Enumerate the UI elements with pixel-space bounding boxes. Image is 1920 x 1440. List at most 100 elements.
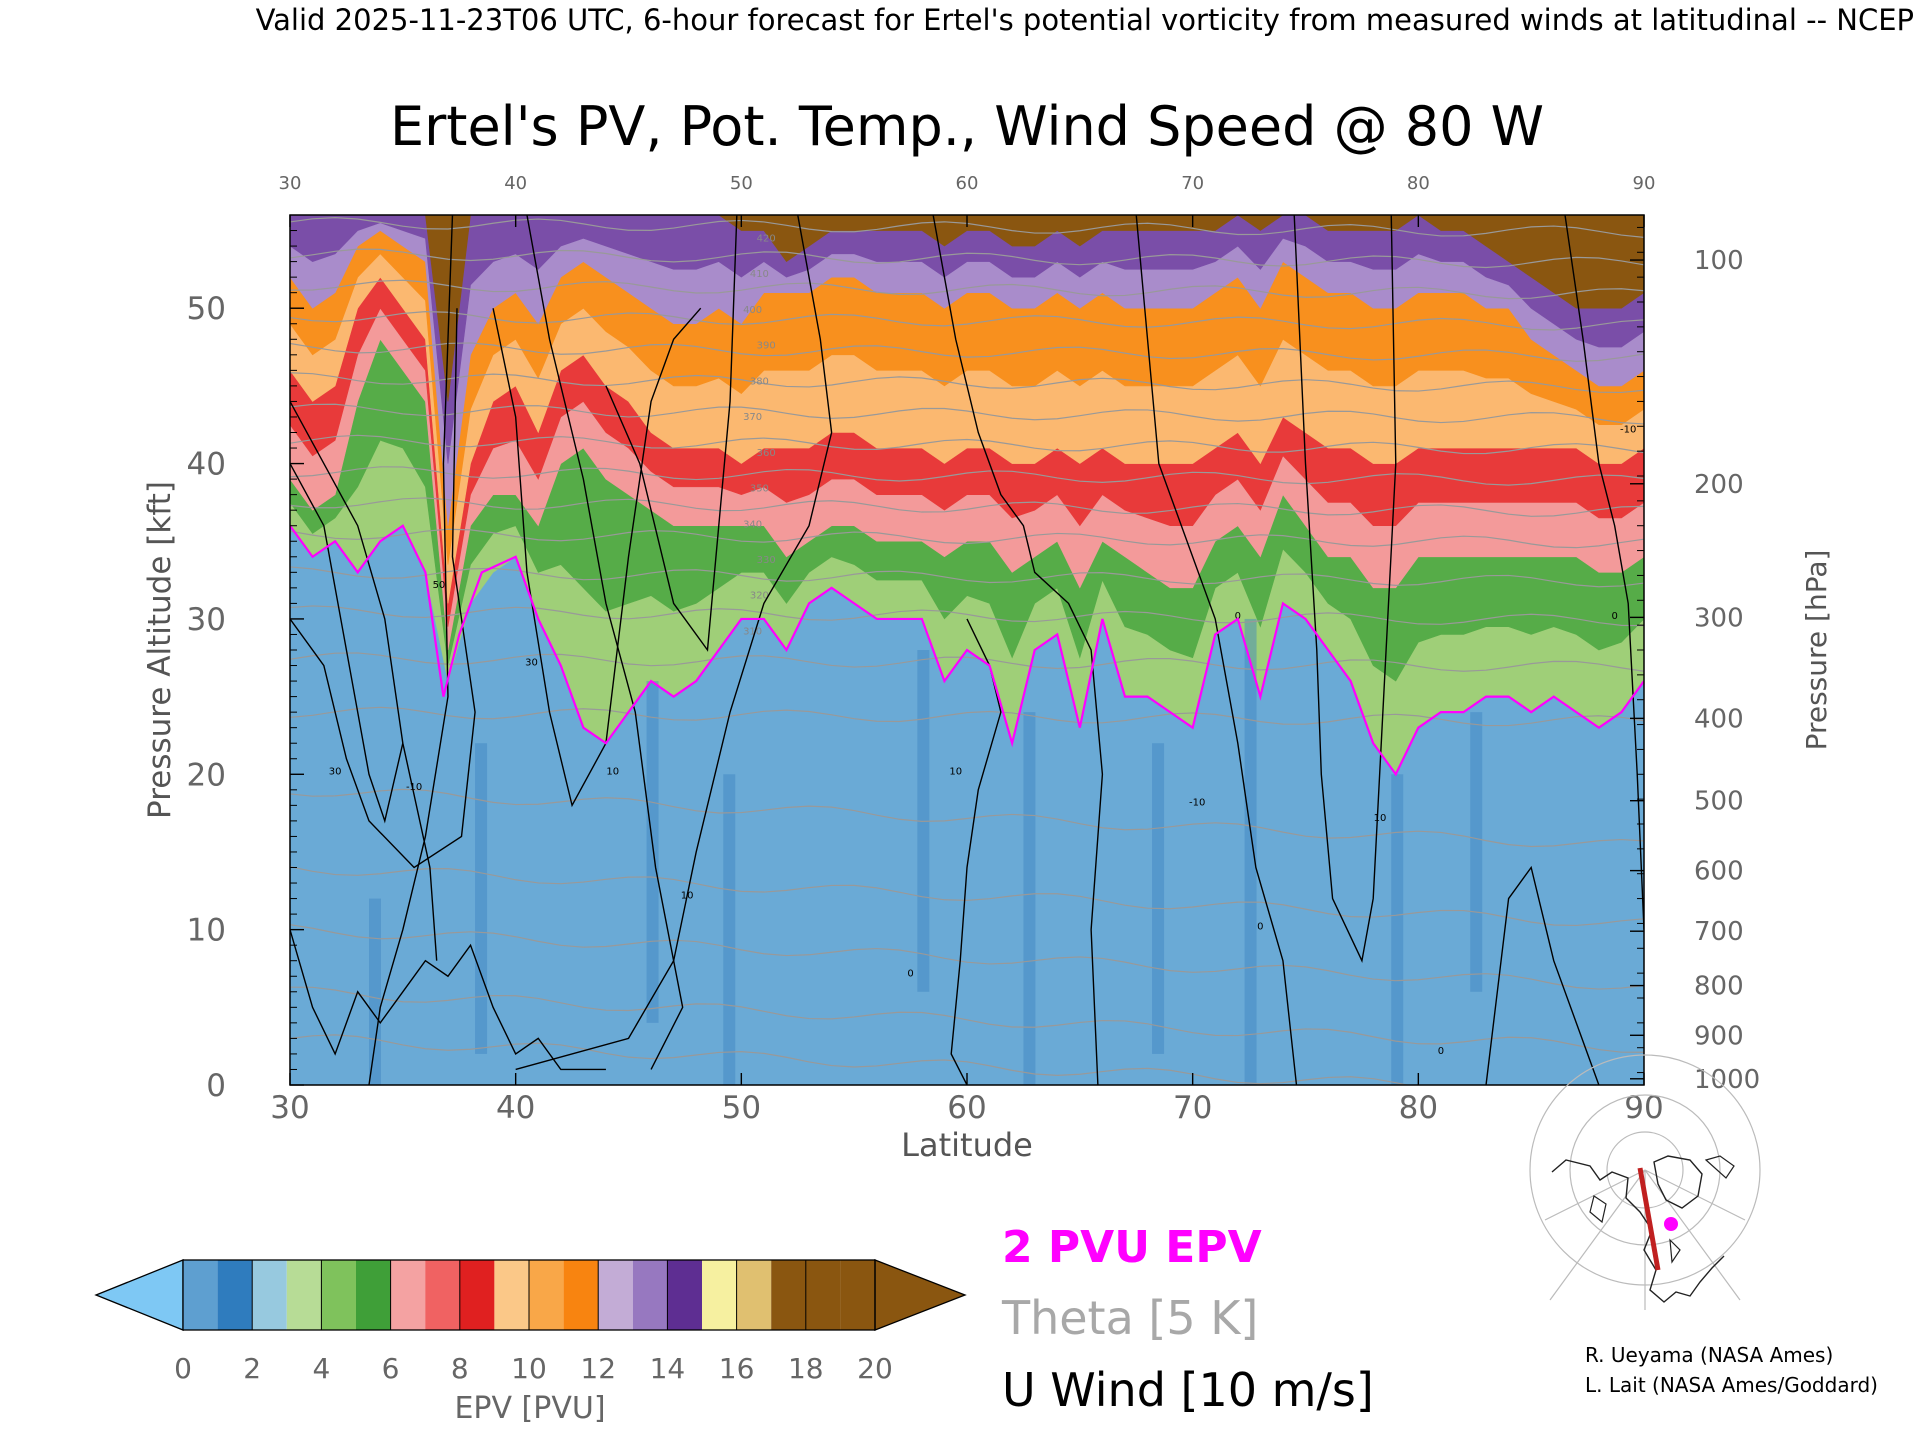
theta-label-2: 330: [757, 555, 776, 566]
theta-contour-16: [290, 311, 1644, 331]
colorbar-seg-4-a: [459, 1260, 495, 1330]
colorbar-seg-9-a: [805, 1260, 841, 1330]
colorbar-seg-2-a: [321, 1260, 356, 1330]
colorbar-seg-8-a: [736, 1260, 772, 1330]
colorbar-seg-7-b: [702, 1260, 737, 1330]
x-tick-label-2: 50: [722, 1090, 761, 1126]
location-inset-map: [1529, 1054, 1761, 1310]
x-axis-label: Latitude: [901, 1126, 1033, 1164]
colorbar-label: EPV [PVU]: [454, 1391, 605, 1426]
colorbar-seg-0-a: [183, 1260, 218, 1330]
u-wind-contour-11: [1135, 215, 1298, 1085]
theta-contour-15: [290, 342, 1644, 362]
theta-contour-9: [290, 528, 1644, 549]
x-top-tick-label-2: 50: [730, 173, 753, 194]
pv-streak-2: [646, 681, 659, 1023]
colorbar-seg-5-a: [529, 1260, 564, 1330]
u-wind-label-3: 10: [606, 766, 619, 777]
pv-streak-9: [1470, 712, 1483, 992]
theta-label-9: 400: [743, 305, 762, 316]
credit-1: R. Ueyama (NASA Ames): [1585, 1343, 1833, 1367]
theta-label-0: 310: [743, 626, 762, 637]
pv-streak-0: [368, 898, 381, 1085]
colorbar-tick-10: 20: [857, 1352, 893, 1385]
pv-streak-8: [1391, 774, 1404, 1085]
credit-2: L. Lait (NASA Ames/Goddard): [1585, 1373, 1878, 1397]
legend-uwind: U Wind [10 m/s]: [1002, 1363, 1374, 1417]
theta-label-7: 380: [750, 376, 769, 387]
x-top-tick-label-4: 70: [1181, 173, 1204, 194]
colorbar-tick-9: 18: [788, 1352, 824, 1385]
u-wind-label-6: 10: [949, 766, 962, 777]
colorbar-frame: [182, 1259, 876, 1331]
u-wind-contour-0: [290, 401, 438, 961]
pv2-contour-line: [290, 524, 1644, 777]
u-wind-label-7: 0: [907, 968, 913, 979]
theta-contour-7: [290, 605, 1644, 627]
colorbar-seg-3-a: [390, 1260, 426, 1330]
u-wind-contour-13: [1485, 865, 1600, 1085]
pressure-tick-label-8: 900: [1694, 1021, 1744, 1051]
u-wind-label-8: 0: [1235, 611, 1241, 622]
pv-streak-7: [1244, 618, 1257, 1085]
colorbar-tick-7: 14: [650, 1352, 686, 1385]
plot-area: 310 320 330 340 350 360 370 380 390 400 410 420 -10…: [290, 215, 1644, 1085]
y-axis-right-label: Pressure [hPa]: [1800, 550, 1833, 751]
pv-band-9: [290, 215, 1644, 402]
u-wind-contour-4: [368, 215, 454, 1085]
u-wind-contour-7: [605, 215, 738, 652]
x-top-tick-label-1: 40: [504, 173, 527, 194]
theta-contour-11: [290, 466, 1644, 486]
colorbar-tick-6: 12: [580, 1352, 616, 1385]
theta-label-10: 410: [750, 269, 769, 280]
u-wind-contour-9: [932, 215, 1104, 1085]
y-tick-label-5: 50: [187, 291, 226, 327]
u-wind-label-10: 10: [1374, 813, 1387, 824]
pv-streak-1: [475, 743, 488, 1054]
x-tick-label-3: 60: [947, 1090, 986, 1126]
theta-label-11: 420: [757, 233, 776, 244]
theta-contour-0: [290, 1034, 1559, 1085]
u-wind-label-11: 0: [1438, 1046, 1444, 1057]
theta-contour-12: [290, 434, 1644, 455]
x-tick-label-4: 70: [1173, 1090, 1212, 1126]
axes: 30 30 40 40 50 50 60 60 70 70 80 80 90 900 10 20 30 40 50 1…: [187, 173, 1761, 1126]
colorbar-tick-5: 10: [511, 1352, 547, 1385]
chart-title: Ertel's PV, Pot. Temp., Wind Speed @ 80 …: [390, 95, 1544, 158]
u-wind-label-0: -10: [406, 782, 422, 793]
y-axis-label: Pressure Altitude [kft]: [142, 481, 178, 819]
theta-contour-13: [290, 403, 1644, 425]
u-wind-contour-8: [515, 215, 833, 1071]
colorbar: 0 2 4 6 8 10 12 14 16 18 20: [94, 1259, 967, 1385]
theta-label-8: 390: [757, 341, 776, 352]
pressure-tick-label-4: 500: [1694, 787, 1744, 817]
header-text: Valid 2025-11-23T06 UTC, 6-hour forecast…: [256, 3, 1914, 37]
colorbar-seg-4-b: [494, 1260, 529, 1330]
theta-contour-6: [290, 652, 1644, 672]
x-top-tick-label-5: 80: [1407, 173, 1430, 194]
colorbar-seg-6-b: [632, 1260, 668, 1330]
pv-streak-6: [1152, 743, 1165, 1054]
legend: 2 PVU EPV Theta [5 K] U Wind [10 m/s]: [1001, 1222, 1374, 1417]
u-wind-label-2: 30: [329, 766, 342, 777]
pv-streak-5: [1023, 712, 1036, 1085]
theta-contour-1: [290, 986, 1644, 1053]
y-tick-label-2: 20: [187, 757, 226, 793]
colorbar-seg-5-b: [563, 1260, 599, 1330]
x-top-tick-label-0: 30: [279, 173, 302, 194]
colorbar-tick-2: 4: [312, 1352, 330, 1385]
u-wind-label-13: -10: [1620, 425, 1636, 436]
pressure-tick-label-0: 100: [1694, 246, 1744, 276]
colorbar-tick-4: 8: [451, 1352, 469, 1385]
colorbar-tick-3: 6: [382, 1352, 400, 1385]
colorbar-seg-3-b: [425, 1260, 460, 1330]
colorbar-arrow-low: [94, 1259, 184, 1331]
x-top-tick-label-6: 90: [1633, 173, 1656, 194]
colorbar-seg-8-b: [771, 1260, 806, 1330]
theta-contour-18: [290, 248, 1644, 269]
y-tick-label-0: 0: [206, 1068, 226, 1104]
colorbar-seg-2-b: [356, 1260, 391, 1330]
y-tick-label-3: 30: [187, 602, 226, 638]
legend-theta: Theta [5 K]: [1001, 1291, 1258, 1345]
